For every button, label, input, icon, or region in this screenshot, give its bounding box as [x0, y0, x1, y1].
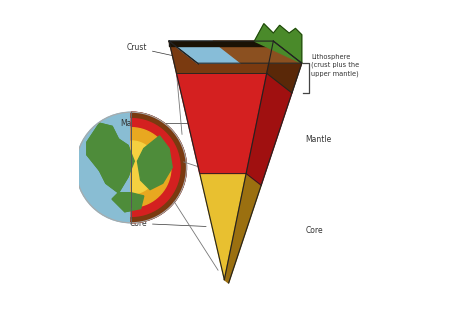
Text: Core: Core	[129, 219, 206, 228]
Polygon shape	[246, 73, 292, 185]
Polygon shape	[100, 139, 134, 193]
Polygon shape	[131, 112, 186, 223]
Text: Lithosphere
(crust plus the
upper mantle): Lithosphere (crust plus the upper mantle…	[311, 54, 359, 77]
Polygon shape	[176, 73, 267, 173]
Polygon shape	[137, 136, 172, 190]
Polygon shape	[169, 41, 273, 46]
Polygon shape	[131, 112, 186, 223]
Polygon shape	[169, 41, 273, 73]
Polygon shape	[224, 173, 261, 283]
Circle shape	[76, 112, 186, 223]
Polygon shape	[169, 41, 302, 63]
Polygon shape	[100, 139, 134, 193]
Text: Mantle: Mantle	[306, 135, 332, 143]
Polygon shape	[112, 193, 144, 212]
Polygon shape	[131, 141, 158, 194]
Polygon shape	[87, 123, 118, 171]
Polygon shape	[112, 193, 144, 212]
Polygon shape	[200, 173, 246, 280]
Text: Crust: Crust	[127, 43, 177, 57]
Polygon shape	[131, 128, 171, 207]
Polygon shape	[137, 136, 172, 190]
Text: Core: Core	[306, 227, 323, 235]
Text: Mantle: Mantle	[121, 119, 203, 128]
Polygon shape	[267, 41, 302, 93]
Polygon shape	[213, 41, 302, 63]
Polygon shape	[87, 123, 118, 171]
Polygon shape	[255, 24, 302, 63]
